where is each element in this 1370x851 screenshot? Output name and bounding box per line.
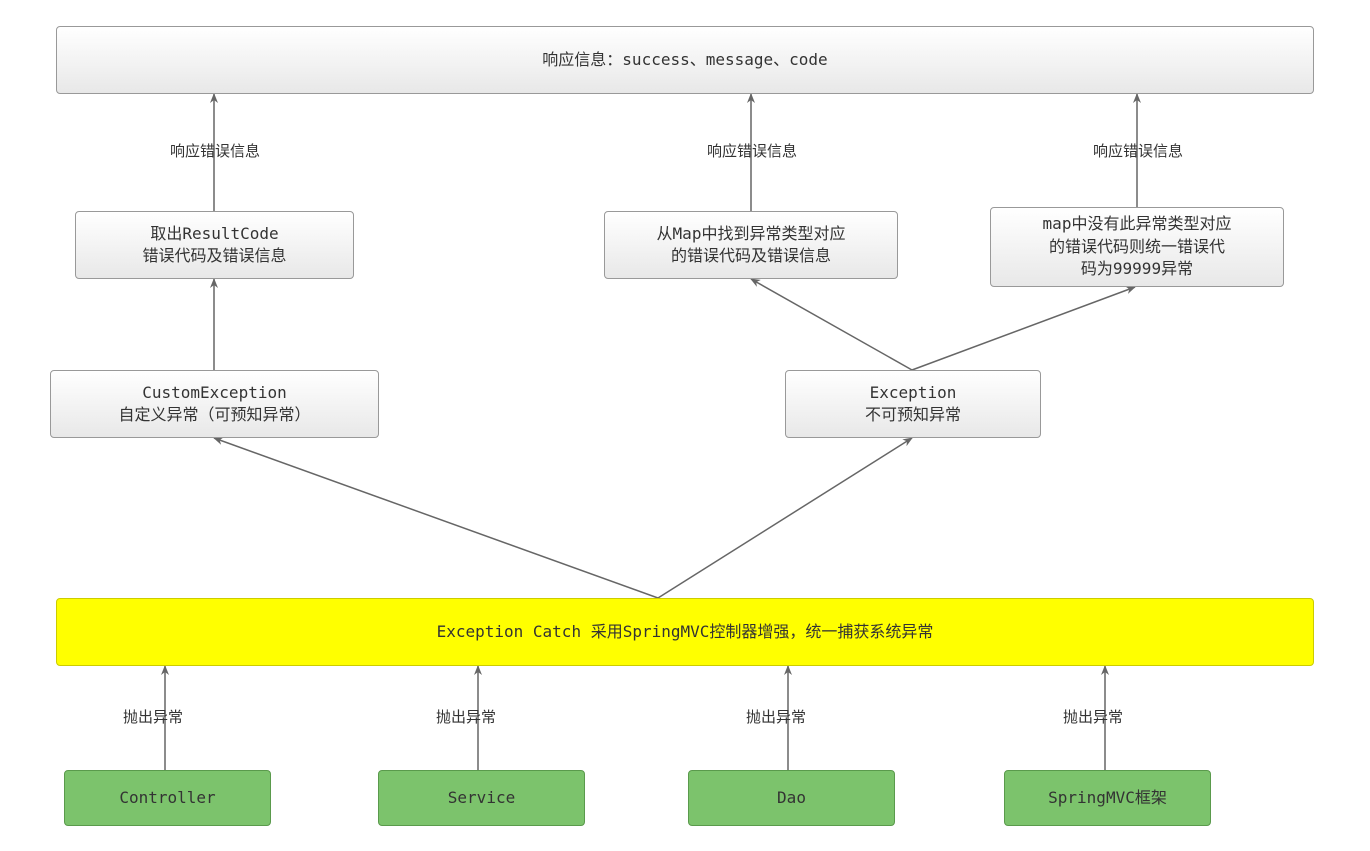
edge bbox=[658, 438, 912, 598]
node-catch: Exception Catch 采用SpringMVC控制器增强，统一捕获系统异… bbox=[56, 598, 1314, 666]
node-exception: Exception 不可预知异常 bbox=[785, 370, 1041, 438]
edge bbox=[214, 438, 658, 598]
edge-label: 抛出异常 bbox=[123, 706, 183, 727]
edge bbox=[912, 287, 1135, 370]
node-resultcode: 取出ResultCode 错误代码及错误信息 bbox=[75, 211, 354, 279]
node-map_notfound: map中没有此异常类型对应 的错误代码则统一错误代 码为99999异常 bbox=[990, 207, 1284, 287]
edge-label: 抛出异常 bbox=[746, 706, 806, 727]
node-springmvc: SpringMVC框架 bbox=[1004, 770, 1211, 826]
edge-label: 响应错误信息 bbox=[170, 140, 260, 161]
node-map_found: 从Map中找到异常类型对应 的错误代码及错误信息 bbox=[604, 211, 898, 279]
edge-label: 抛出异常 bbox=[1063, 706, 1123, 727]
edge-label: 响应错误信息 bbox=[707, 140, 797, 161]
node-custom_ex: CustomException 自定义异常（可预知异常） bbox=[50, 370, 379, 438]
diagram-canvas: 响应信息：success、message、code 取出ResultCode 错误… bbox=[0, 0, 1370, 851]
edge-label: 抛出异常 bbox=[436, 706, 496, 727]
node-response: 响应信息：success、message、code bbox=[56, 26, 1314, 94]
edge bbox=[751, 279, 912, 370]
node-dao: Dao bbox=[688, 770, 895, 826]
node-controller: Controller bbox=[64, 770, 271, 826]
edge-label: 响应错误信息 bbox=[1093, 140, 1183, 161]
node-service: Service bbox=[378, 770, 585, 826]
